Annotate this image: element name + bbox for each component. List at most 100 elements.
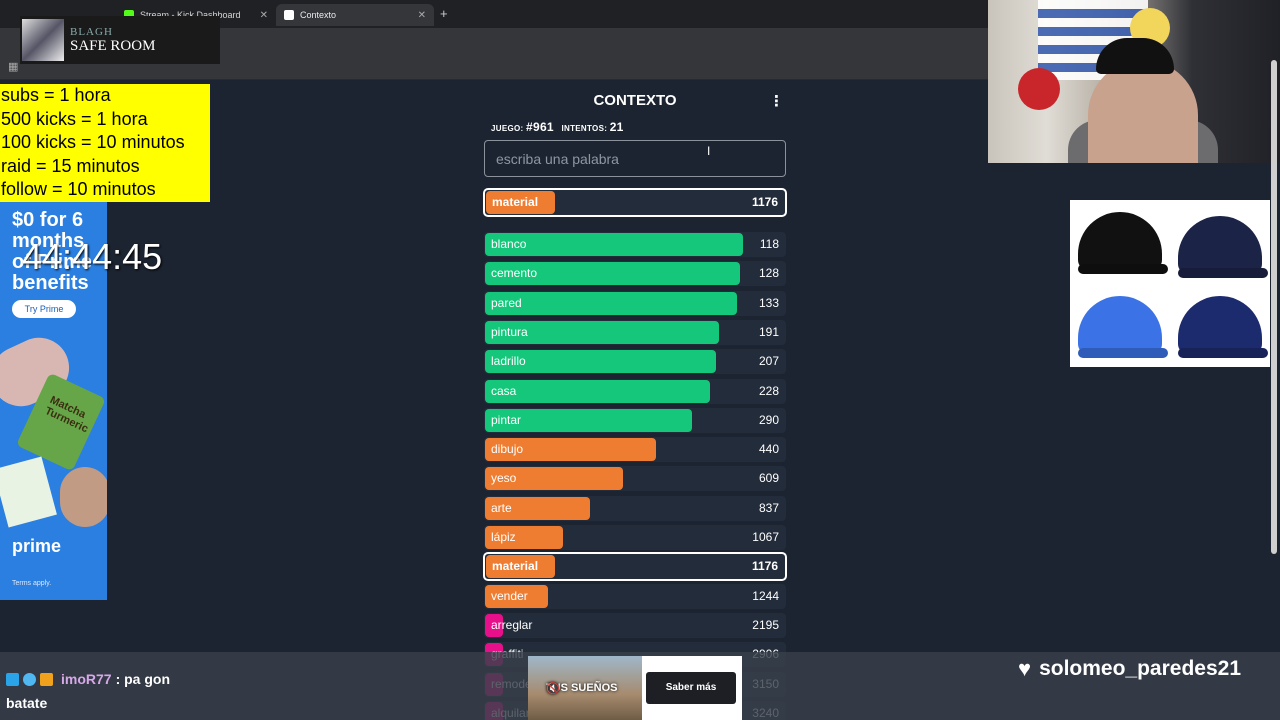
latest-follower: ♥ solomeo_paredes21	[1018, 656, 1241, 682]
guess-rank: 207	[758, 354, 779, 369]
last-guess-rank: 1176	[751, 195, 778, 209]
guess-row: arreglar 2195	[484, 612, 786, 638]
tab-label: Stream - Kick Dashboard	[140, 10, 241, 20]
game-info: JUEGO: #961 INTENTOS: 21	[491, 120, 624, 134]
attempts-label: INTENTOS:	[561, 124, 608, 133]
similarity-bar	[485, 467, 623, 491]
streamer-face	[1088, 60, 1198, 163]
guess-row: casa 228	[484, 378, 786, 404]
product-image	[60, 467, 107, 527]
guess-word: yeso	[491, 471, 517, 486]
guess-rank: 128	[758, 266, 779, 281]
supplement-image	[0, 456, 57, 528]
prime-logo: prime	[12, 536, 62, 556]
guess-rank: 837	[758, 500, 779, 515]
attempts-count: 21	[609, 120, 624, 134]
guess-row: ladrillo 207	[484, 349, 786, 375]
similarity-bar	[485, 379, 710, 403]
hat-image	[1178, 216, 1262, 274]
guess-word: vender	[491, 588, 528, 603]
prime-ad-headline: $0 for 6 months of Prime benefits	[12, 209, 93, 294]
mute-icon[interactable]: 🔇	[546, 683, 560, 695]
game-title: CONTEXTO	[593, 92, 677, 109]
close-icon[interactable]: ✕	[259, 9, 268, 21]
similarity-bar	[485, 496, 590, 520]
hat-image	[1178, 296, 1262, 354]
guess-row: material 1176	[483, 552, 787, 582]
apps-grid-icon[interactable]: ▦	[8, 61, 19, 73]
guess-row: pintura 191	[484, 319, 786, 345]
guess-word: pintar	[491, 412, 522, 427]
hat-image	[1078, 212, 1162, 270]
page-scrollbar[interactable]	[1271, 60, 1277, 554]
safe-room-line1: BLAGH	[70, 25, 113, 38]
prime-ad[interactable]: $0 for 6 months of Prime benefits Try Pr…	[0, 202, 107, 600]
similarity-bar	[485, 233, 743, 256]
mouse-cursor-icon: I	[707, 144, 711, 158]
toy-image	[1018, 68, 1060, 110]
bottom-ad[interactable]: TUS SUEÑOS 🔇 Saber más	[528, 656, 742, 720]
subathon-rules: subs = 1 hora 500 kicks = 1 hora 100 kic…	[0, 84, 210, 202]
guess-rank: 2195	[752, 617, 779, 632]
game-label: JUEGO:	[491, 124, 524, 133]
chat-message: imoR77 : pa gon	[6, 671, 170, 687]
hat-image	[1078, 296, 1162, 354]
guess-word: casa	[491, 383, 517, 398]
ad-image: TUS SUEÑOS 🔇	[528, 656, 642, 720]
guess-word: arreglar	[491, 617, 533, 632]
similarity-bar	[486, 555, 555, 579]
guess-row: pared 133	[484, 290, 786, 316]
subathon-timer: 44:44:45	[22, 236, 163, 277]
saber-mas-button[interactable]: Saber más	[646, 672, 736, 704]
kick-favicon-icon	[124, 10, 134, 20]
last-guess-row: material 1176	[483, 188, 787, 217]
close-icon[interactable]: ✕	[417, 9, 426, 21]
chat-text: : pa gon	[115, 671, 171, 687]
ad-image-text: TUS SUEÑOS	[546, 682, 618, 694]
chat-username: imoR77	[61, 671, 112, 687]
guess-rank: 191	[758, 324, 779, 339]
guess-word: lápiz	[491, 530, 516, 544]
last-guess-bar	[486, 191, 555, 214]
ad-terms: Terms apply.	[12, 580, 52, 587]
chat-message: batate	[6, 695, 48, 711]
webcam-feed	[988, 0, 1280, 163]
follower-name: solomeo_paredes21	[1039, 657, 1241, 680]
guess-rank: 228	[758, 383, 779, 398]
menu-dots-icon[interactable]: ⋮	[769, 93, 784, 110]
guess-rank: 440	[758, 442, 779, 457]
word-input[interactable]	[484, 140, 786, 177]
rule-item: 100 kicks = 10 minutos	[1, 132, 185, 153]
hats-ad[interactable]	[1070, 200, 1270, 367]
tab-label: Contexto	[300, 10, 337, 20]
badge-icon	[6, 672, 19, 686]
guess-rank: 118	[759, 237, 779, 251]
safe-room-badge: BLAGH SAFE ROOM	[20, 16, 220, 64]
similarity-bar	[485, 408, 692, 432]
similarity-bar	[485, 350, 716, 374]
tab-contexto[interactable]: Contexto ✕	[276, 4, 434, 26]
guess-rank: 1067	[752, 530, 779, 544]
similarity-bar	[485, 320, 719, 344]
new-tab-button[interactable]: +	[440, 6, 448, 21]
guess-word: blanco	[491, 237, 527, 251]
guess-row: blanco 118	[484, 232, 786, 257]
guess-row: dibujo 440	[484, 437, 786, 463]
similarity-bar	[485, 584, 548, 608]
guess-rank: 609	[758, 471, 779, 486]
contexto-favicon-icon	[284, 10, 294, 20]
guess-word: ladrillo	[491, 354, 526, 369]
guess-word: pintura	[491, 324, 528, 339]
rule-item: subs = 1 hora	[1, 85, 111, 105]
similarity-bar	[485, 526, 563, 549]
guess-row: cemento 128	[484, 261, 786, 287]
crown-badge-icon	[40, 672, 53, 686]
guess-row: arte 837	[484, 495, 786, 521]
rule-item: 500 kicks = 1 hora	[1, 108, 148, 129]
tab-kick-dashboard[interactable]: Stream - Kick Dashboard ✕	[116, 4, 276, 26]
try-prime-button[interactable]: Try Prime	[12, 300, 76, 318]
guess-rank: 1176	[751, 559, 778, 574]
guess-word: pared	[491, 295, 522, 310]
guess-rank: 133	[758, 295, 779, 310]
guess-word: dibujo	[491, 442, 524, 457]
